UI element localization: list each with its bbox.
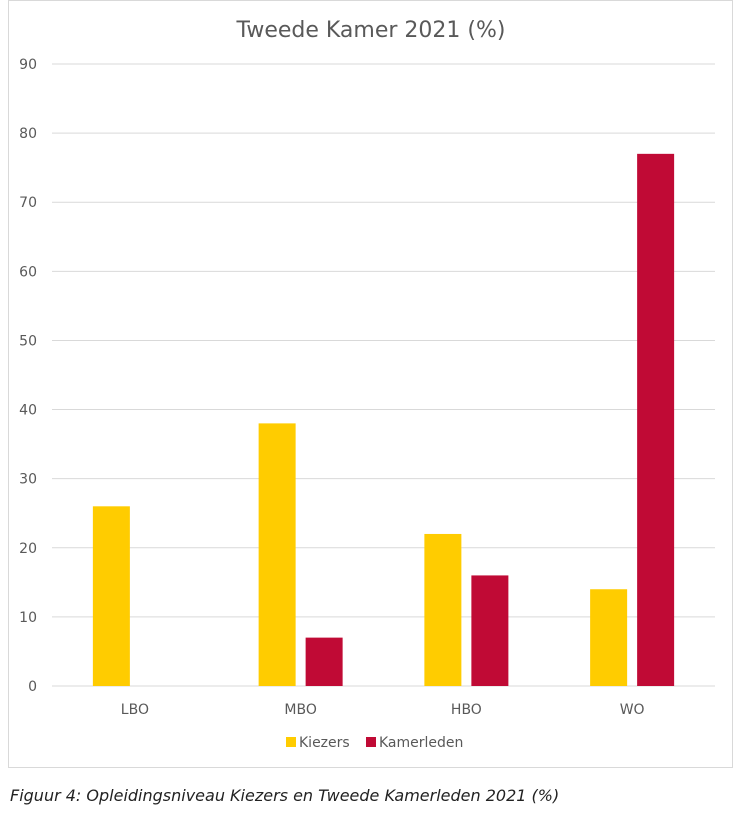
legend-label-kamerleden: Kamerleden: [379, 735, 463, 751]
bar-kiezers-mbo: [258, 423, 296, 686]
bar-kiezers-wo: [590, 589, 628, 686]
y-tick-label: 0: [28, 679, 37, 695]
x-tick-label: WO: [620, 702, 645, 718]
x-tick-label: LBO: [121, 702, 149, 718]
y-tick-label: 60: [19, 264, 37, 280]
chart-title: Tweede Kamer 2021 (%): [236, 18, 506, 43]
bar-kamerleden-mbo: [305, 637, 343, 686]
legend-label-kiezers: Kiezers: [299, 735, 350, 751]
legend-swatch-kiezers: [286, 737, 296, 747]
y-tick-label: 10: [19, 610, 37, 626]
y-tick-label: 20: [19, 541, 37, 557]
bar-kiezers-hbo: [424, 533, 462, 686]
y-axis-ticks: 0 10 20 30 40 50 60 70 80 90: [19, 57, 37, 695]
y-tick-label: 80: [19, 126, 37, 142]
bar-kamerleden-wo: [637, 153, 675, 686]
bar-chart: Tweede Kamer 2021 (%) 0 10 20 30 40 50 60 70 80 9…: [19, 18, 715, 751]
bar-kiezers-lbo: [92, 506, 130, 686]
x-axis-ticks: LBO MBO HBO WO: [121, 702, 645, 718]
y-tick-label: 50: [19, 333, 37, 349]
figure-caption: Figuur 4: Opleidingsniveau Kiezers en Tw…: [10, 786, 560, 805]
x-tick-label: MBO: [284, 702, 316, 718]
y-tick-label: 30: [19, 472, 37, 488]
y-tick-label: 40: [19, 403, 37, 419]
y-tick-label: 70: [19, 195, 37, 211]
y-tick-label: 90: [19, 57, 37, 73]
bar-kamerleden-hbo: [471, 575, 509, 686]
legend: Kiezers Kamerleden: [286, 735, 463, 751]
bars: [92, 153, 675, 686]
x-tick-label: HBO: [451, 702, 482, 718]
legend-swatch-kamerleden: [366, 737, 376, 747]
